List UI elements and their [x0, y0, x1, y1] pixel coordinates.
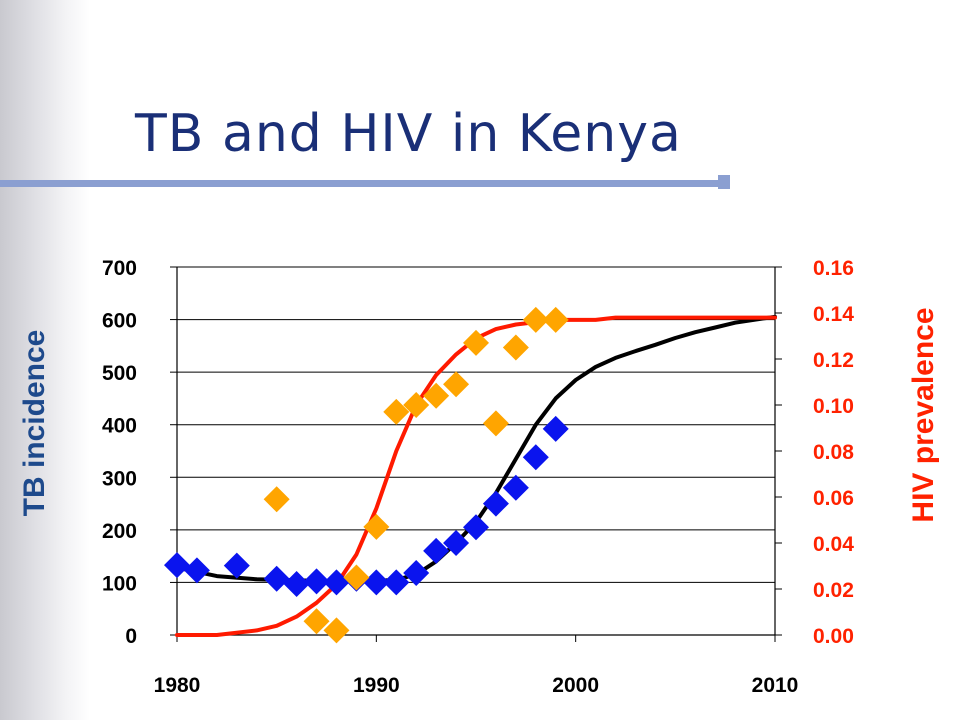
hiv-data-point	[542, 306, 569, 333]
tb-data-point	[423, 537, 450, 564]
title-underline	[0, 180, 730, 187]
tb-data-point	[363, 569, 390, 596]
tb-data-point	[443, 530, 470, 556]
tb-data-point	[303, 568, 330, 595]
x-tick-label: 2010	[752, 674, 799, 697]
y2-tick-label: 0.16	[813, 257, 854, 280]
y-tick-label: 500	[102, 362, 137, 385]
x-tick-label: 2000	[552, 674, 599, 697]
tb-fitted-curve	[175, 314, 777, 584]
tb-data-point	[542, 415, 569, 442]
hiv-data-point	[363, 513, 390, 540]
slide-edge-gradient	[0, 0, 90, 720]
y-tick-label: 400	[102, 415, 137, 438]
hiv-data-point	[423, 382, 450, 409]
y2-tick-label: 0.12	[813, 349, 854, 372]
hiv-data-point	[502, 334, 529, 361]
hiv-data-point	[482, 410, 509, 437]
tb-data-point	[183, 557, 210, 584]
hiv-data-point	[463, 329, 489, 356]
hiv-data-point	[323, 617, 350, 644]
hiv-data-point	[403, 392, 430, 418]
y-tick-label: 600	[102, 310, 137, 333]
y2-tick-label: 0.06	[813, 487, 854, 510]
hiv-data-point	[522, 306, 549, 333]
y2-tick-label: 0.14	[813, 303, 854, 326]
y2-tick-label: 0.02	[813, 579, 854, 602]
title-underline-cap	[718, 175, 730, 189]
tb-data-point	[482, 490, 509, 517]
tb-data-point	[522, 444, 549, 471]
y2-tick-label: 0.10	[813, 395, 854, 418]
x-tick-label: 1990	[353, 674, 400, 697]
hiv-data-point	[303, 608, 330, 635]
y2-tick-label: 0.00	[813, 625, 854, 648]
y-tick-label: 700	[102, 257, 137, 280]
y2-tick-label: 0.04	[813, 533, 854, 556]
y-tick-label: 200	[102, 520, 137, 543]
tb-data-point	[403, 559, 430, 586]
tb-data-point	[263, 565, 290, 592]
hiv-data-point	[263, 486, 290, 513]
y-tick-label: 0	[125, 625, 137, 648]
tb-data-point	[223, 552, 250, 579]
tb-data-point	[383, 569, 410, 596]
tb-data-point	[502, 474, 529, 501]
tb-data-point	[463, 514, 489, 541]
tb-data-point	[323, 569, 350, 596]
tb-data-point	[283, 571, 310, 598]
slide-title: TB and HIV in Kenya	[135, 104, 682, 164]
hiv-data-point	[383, 398, 410, 425]
y-tick-label: 100	[102, 572, 137, 595]
hiv-data-point	[443, 371, 470, 398]
y2-tick-label: 0.08	[813, 441, 854, 464]
x-tick-label: 1980	[154, 674, 201, 697]
hiv-data-point	[343, 564, 370, 591]
tb-data-point	[164, 552, 190, 579]
hiv-fitted-curve	[175, 315, 777, 637]
y-tick-label: 300	[102, 467, 137, 490]
